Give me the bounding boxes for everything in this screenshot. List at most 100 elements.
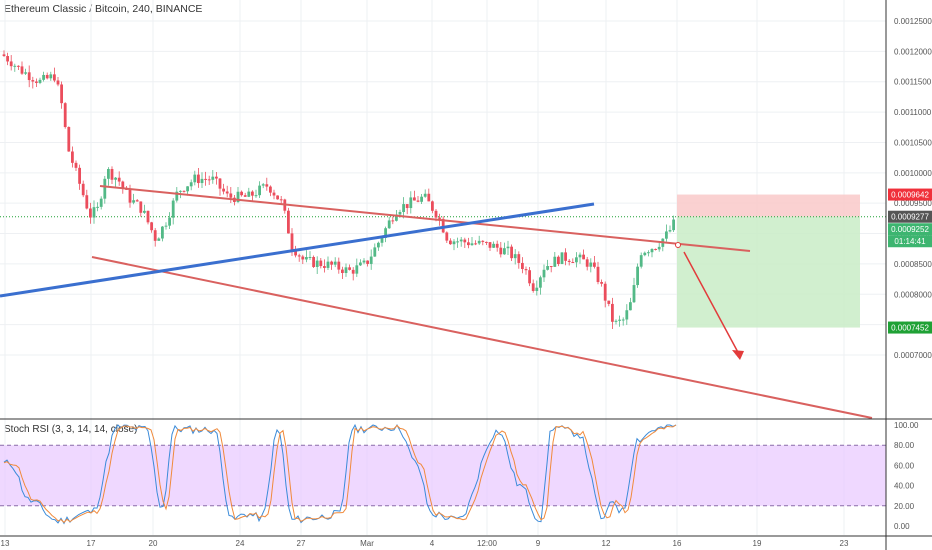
candle-body [85,195,89,209]
short-position-tool[interactable] [0,194,886,328]
candle-body [71,151,74,163]
candle-body [456,241,459,243]
candle-body [441,218,445,233]
candle-body [549,266,553,268]
candle-body [359,262,362,266]
trendlines[interactable] [0,185,873,419]
candle-body [625,310,629,320]
candle-body [168,217,171,226]
candle-body [157,238,161,241]
candle-body [391,220,395,222]
candle-body [636,266,639,286]
candle-body [611,303,614,322]
rsi-tick-label: 40.00 [894,482,915,491]
stoch-d-line [3,424,677,524]
candle-body [276,195,279,200]
candle-body [560,252,564,265]
ascending-trendline [0,202,595,298]
candle-body [402,204,405,213]
candle-body [247,191,251,197]
candle-body [413,197,416,201]
candle-body [405,204,409,209]
candle-body [665,231,668,239]
candle-body [614,320,618,322]
candle-body [139,201,143,213]
candle-body [287,210,290,234]
current-price-badge: 0.0009252 [891,225,929,234]
x-tick-label: 19 [753,539,762,548]
candle-body [35,81,38,83]
rsi-tick-label: 100.00 [894,421,919,430]
candle-body [265,184,269,187]
y-tick-label: 0.0007000 [894,351,932,360]
stop-zone [677,194,860,217]
candle-body [254,195,258,197]
candle-body [344,267,348,274]
candle-body [305,257,308,260]
candle-body [639,255,643,267]
candle-body [499,247,503,255]
candle-body [621,319,625,321]
candle-body [420,196,423,202]
candle-body [571,261,575,263]
projection-arrowhead [732,350,744,360]
candle-body [269,186,272,193]
x-tick-label: 4 [430,539,435,548]
candle-body [13,65,17,67]
candle-body [2,54,6,57]
candle-body [218,178,222,189]
y-tick-label: 0.0009500 [894,199,932,208]
candle-body [445,232,449,241]
candle-body [229,193,233,198]
candle-body [182,190,186,192]
target-zone [677,216,860,328]
price-badges: 0.0009642 0.0009277 0.0009252 01:14:41 0.000… [888,188,932,334]
candle-body [60,84,63,104]
candle-body [114,177,117,180]
candle-body [416,200,420,202]
candle-body [517,254,521,263]
candle-body [251,191,254,196]
candle-body [513,254,517,259]
candle-body [589,262,593,267]
candle-body [503,248,506,255]
candle-body [355,265,359,274]
candle-body [161,226,164,239]
candle-body [319,260,323,267]
y-tick-label: 0.0011000 [894,108,932,117]
candle-body [135,200,139,202]
candle-body [470,243,474,246]
candle-body [377,242,380,248]
candle-body [96,206,99,208]
candle-body [222,188,225,192]
candle-body [38,79,42,83]
candle-body [128,189,132,203]
candle-body [477,240,481,244]
x-tick-label: Mar [360,539,374,548]
candle-body [193,174,197,183]
target-price-badge-bg [888,321,932,334]
candle-body [236,191,240,203]
candle-body [164,225,168,227]
candle-body [575,257,578,263]
candle-body [431,201,434,211]
candle-body [492,243,495,248]
candle-body [654,248,657,250]
y-tick-label: 0.0011500 [894,78,932,87]
candle-body [398,212,402,215]
candle-body [423,193,427,197]
candle-body [521,262,524,270]
candle-body [506,246,510,249]
candle-body [189,182,193,187]
candle-body [557,256,560,265]
candle-body [531,283,535,291]
candle-body [409,197,413,209]
candle-body [650,248,654,253]
candle-body [89,208,92,218]
candle-body [362,260,366,263]
candle-body [488,242,492,248]
candle-body [45,74,49,79]
candle-body [308,256,312,258]
candle-body [261,184,265,186]
